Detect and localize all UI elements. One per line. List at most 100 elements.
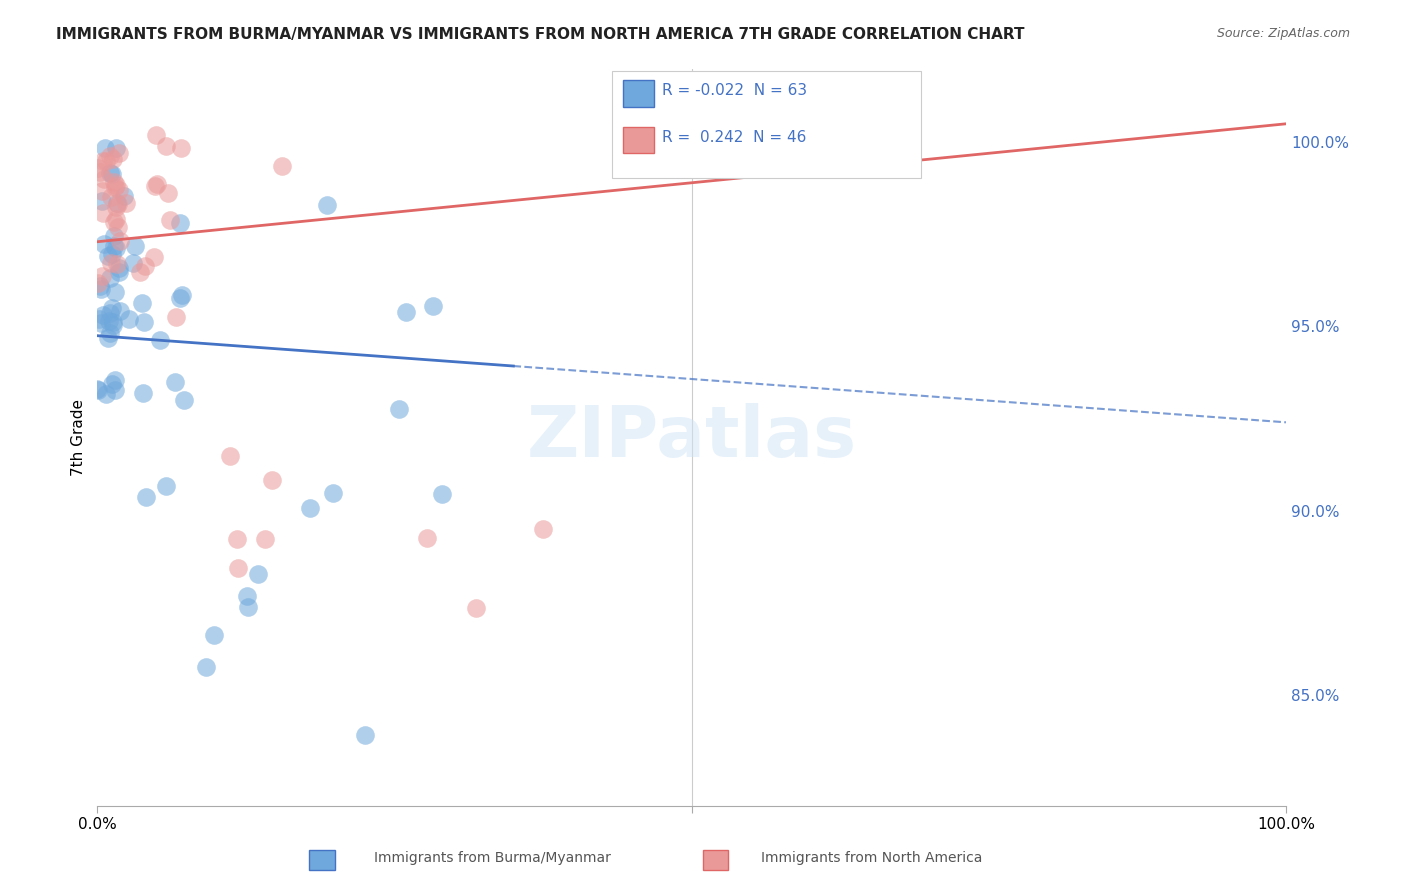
- Point: [155, 139, 177, 153]
- Point: [107, 219, 129, 234]
- Point: [103, 229, 125, 244]
- Text: IMMIGRANTS FROM BURMA/MYANMAR VS IMMIGRANTS FROM NORTH AMERICA 7TH GRADE CORRELA: IMMIGRANTS FROM BURMA/MYANMAR VS IMMIGRA…: [56, 27, 1025, 42]
- Point: [254, 532, 277, 546]
- Point: [155, 478, 177, 492]
- Point: [219, 449, 242, 463]
- Point: [322, 486, 344, 500]
- Point: [107, 197, 129, 211]
- Point: [531, 522, 554, 536]
- Point: [135, 490, 157, 504]
- Point: [104, 212, 127, 227]
- Point: [169, 291, 191, 305]
- Point: [122, 255, 145, 269]
- Point: [105, 196, 128, 211]
- Point: [103, 285, 125, 300]
- Point: [96, 386, 118, 401]
- Point: [103, 176, 125, 190]
- Point: [104, 241, 127, 255]
- Point: [103, 239, 125, 253]
- Point: [464, 601, 486, 615]
- Point: [107, 145, 129, 160]
- Point: [149, 333, 172, 347]
- Point: [98, 166, 121, 180]
- Point: [225, 532, 247, 546]
- Point: [416, 531, 439, 545]
- Point: [131, 386, 153, 401]
- Point: [96, 153, 118, 168]
- Point: [107, 184, 129, 198]
- Point: [226, 561, 249, 575]
- Point: [90, 282, 112, 296]
- Point: [89, 279, 111, 293]
- Point: [98, 149, 121, 163]
- Point: [108, 260, 131, 275]
- Point: [134, 315, 156, 329]
- Text: Source: ZipAtlas.com: Source: ZipAtlas.com: [1216, 27, 1350, 40]
- Text: Immigrants from North America: Immigrants from North America: [761, 851, 983, 865]
- Point: [87, 383, 110, 397]
- Point: [105, 257, 128, 271]
- Point: [103, 215, 125, 229]
- Point: [89, 165, 111, 179]
- Point: [114, 189, 136, 203]
- Point: [86, 382, 108, 396]
- Point: [101, 153, 124, 167]
- Text: R = -0.022  N = 63: R = -0.022 N = 63: [662, 84, 807, 98]
- Point: [145, 177, 167, 191]
- Point: [93, 172, 115, 186]
- Point: [104, 178, 127, 192]
- Point: [97, 249, 120, 263]
- Point: [98, 305, 121, 319]
- Point: [91, 308, 114, 322]
- Point: [108, 303, 131, 318]
- Point: [87, 277, 110, 291]
- Point: [118, 312, 141, 326]
- Text: ZIPatlas: ZIPatlas: [527, 402, 856, 472]
- Text: R =  0.242  N = 46: R = 0.242 N = 46: [662, 130, 807, 145]
- Point: [270, 159, 292, 173]
- Point: [194, 660, 217, 674]
- Point: [173, 393, 195, 408]
- Point: [98, 326, 121, 340]
- Point: [91, 153, 114, 168]
- Point: [170, 141, 193, 155]
- Point: [172, 287, 194, 301]
- Point: [108, 265, 131, 279]
- Point: [101, 318, 124, 332]
- Point: [104, 200, 127, 214]
- Point: [93, 237, 115, 252]
- Point: [100, 376, 122, 391]
- Point: [163, 375, 186, 389]
- Point: [129, 265, 152, 279]
- Point: [100, 256, 122, 270]
- Point: [97, 331, 120, 345]
- Point: [169, 216, 191, 230]
- Point: [89, 312, 111, 326]
- Point: [202, 628, 225, 642]
- Point: [298, 501, 321, 516]
- Point: [108, 234, 131, 248]
- Point: [104, 179, 127, 194]
- Point: [131, 296, 153, 310]
- Point: [159, 212, 181, 227]
- Point: [94, 141, 117, 155]
- Point: [354, 728, 377, 742]
- Point: [124, 239, 146, 253]
- Point: [388, 401, 411, 416]
- Point: [98, 314, 121, 328]
- Point: [143, 250, 166, 264]
- Point: [101, 167, 124, 181]
- Point: [145, 178, 167, 193]
- Point: [91, 185, 114, 199]
- Point: [105, 141, 128, 155]
- Point: [90, 316, 112, 330]
- Point: [134, 259, 156, 273]
- Point: [101, 301, 124, 315]
- Point: [145, 128, 167, 142]
- Point: [165, 310, 187, 324]
- Point: [98, 270, 121, 285]
- Point: [432, 487, 454, 501]
- Point: [238, 600, 260, 615]
- Point: [115, 196, 138, 211]
- Point: [104, 373, 127, 387]
